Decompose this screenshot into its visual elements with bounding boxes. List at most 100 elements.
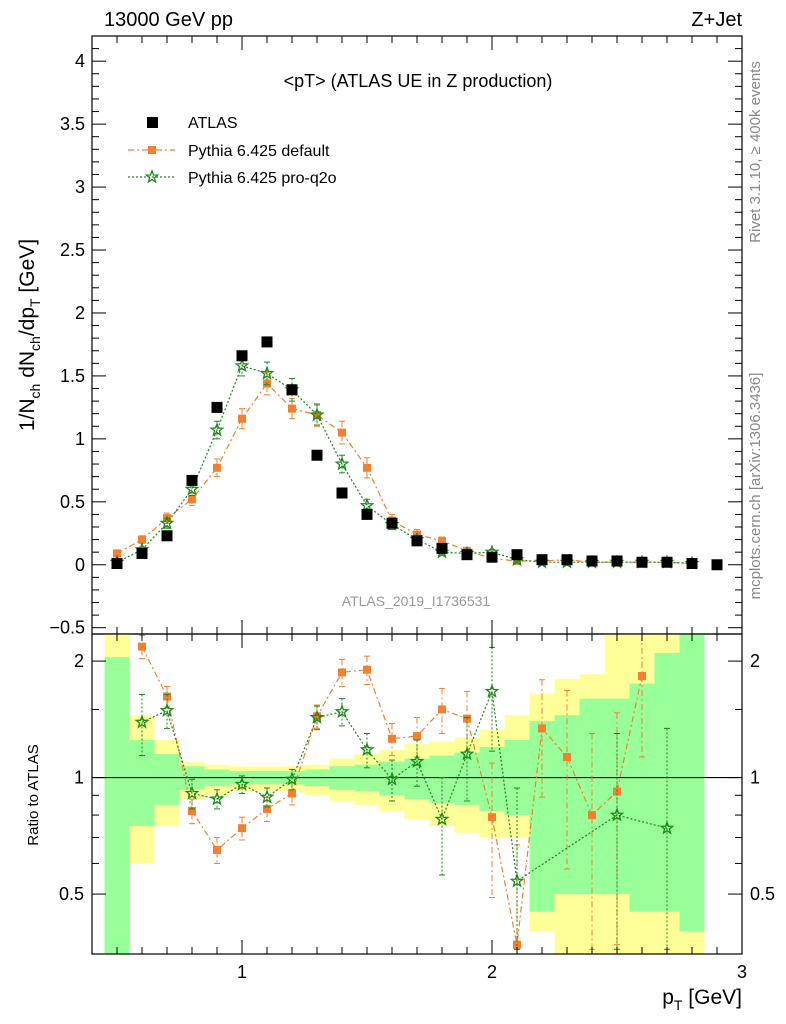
pythia-default-point [213, 463, 221, 472]
process-label: Z+Jet [691, 9, 742, 31]
ratio-pythia-default-point [188, 806, 196, 815]
atlas-point [311, 449, 323, 461]
ratio-pythia-proq2o-point [384, 771, 400, 786]
atlas-point [261, 336, 273, 348]
pythia-default-line [116, 382, 693, 565]
atlas-point [711, 559, 723, 571]
main-y-tick-label: 4 [75, 51, 85, 71]
x-tick-label: 3 [737, 962, 747, 982]
ratio-pythia-default-point [213, 845, 221, 854]
ratio-green-band-bin [154, 754, 180, 805]
pythia-default-point [338, 428, 346, 437]
ratio-pythia-proq2o-point [359, 741, 375, 757]
ratio-pythia-default-point [263, 804, 271, 813]
ratio-pythia-default-point [388, 734, 396, 743]
pythia-proq2o-point [309, 407, 325, 422]
ratio-pythia-default-point [288, 789, 296, 798]
ratio-green-band-bin [104, 656, 130, 954]
pythia-default-point [288, 404, 296, 413]
main-y-tick-label: 1.5 [60, 366, 85, 386]
energy-label: 13000 GeV pp [104, 9, 233, 31]
atlas-point [286, 384, 298, 396]
atlas-point [186, 474, 198, 486]
pythia-proq2o-point [234, 357, 250, 373]
pythia-default-point [113, 549, 121, 558]
pythia-default-point [138, 535, 146, 544]
main-y-axis-label: 1/Nch dNch/dpT [GeV] [16, 239, 43, 431]
main-y-tick-label: −0.5 [49, 618, 85, 638]
ratio-pythia-default-point [563, 753, 571, 762]
atlas-point [586, 555, 598, 567]
atlas-point [136, 547, 148, 559]
ratio-pythia-default-line [141, 646, 643, 945]
x-axis-label: pT [GeV] [662, 986, 742, 1013]
main-y-tick-label: 3.5 [60, 114, 85, 134]
legend-label-default: Pythia 6.425 default [188, 143, 330, 160]
ratio-pythia-proq2o-point [609, 807, 625, 822]
ratio-pythia-default-point [138, 642, 146, 651]
ratio-pythia-proq2o-point [284, 771, 300, 786]
legend-star-shape [144, 169, 160, 184]
atlas-point [436, 542, 448, 554]
ratio-pythia-proq2o-point [459, 746, 475, 761]
pythia-proq2o-point [209, 422, 225, 437]
atlas-point [511, 549, 523, 561]
atlas-point [336, 487, 348, 499]
atlas-point [236, 350, 248, 362]
pythia-proq2o-point [159, 515, 175, 530]
atlas-point [386, 517, 398, 529]
ratio-pythia-default-point [338, 668, 346, 677]
atlas-point [211, 401, 223, 413]
main-y-ticks: −0.5 0 0.5 1 1.5 2 2.5 3 3.5 4 [49, 48, 742, 638]
ratio-panel: 0.5 0.5 1 1 2 2 1 2 3 Ratio to ATLAS pT [GeV] [25, 633, 775, 1013]
pythia-proq2o-line [116, 365, 693, 565]
ratio-pythia-default-point [538, 724, 546, 733]
pythia-default-point [363, 463, 371, 472]
ratio-y-tick-label-right: 1 [750, 768, 760, 788]
ratio-pythia-default-point [363, 665, 371, 674]
atlas-point [361, 508, 373, 520]
main-y-tick-label: 3 [75, 177, 85, 197]
atlas-point [661, 556, 673, 568]
ratio-green-band-bin [679, 634, 705, 932]
main-y-tick-label: 2.5 [60, 240, 85, 260]
atlas-point [686, 557, 698, 569]
ratio-pythia-default-point [413, 732, 421, 741]
ratio-pythia-proq2o-point [659, 820, 675, 835]
legend-label-atlas: ATLAS [188, 115, 238, 132]
rivet-label: Rivet 3.1.10, ≥ 400k events [747, 61, 764, 243]
legend-label-proq2o: Pythia 6.425 pro-q2o [188, 170, 337, 187]
ratio-plot-area [134, 633, 675, 950]
atlas-point [611, 555, 623, 567]
ratio-pythia-default-point [313, 712, 321, 721]
atlas-point [411, 535, 423, 547]
ratio-pythia-default-point [638, 672, 646, 681]
ratio-green-band-bin [379, 761, 405, 796]
ratio-y-tick-label: 2 [74, 651, 84, 671]
atlas-point [161, 530, 173, 542]
ratio-green-band-bin [529, 721, 555, 912]
ratio-pythia-proq2o-point [259, 789, 275, 804]
atlas-point [636, 556, 648, 568]
legend: ATLAS Pythia 6.425 default Pythia 6.425 … [128, 115, 337, 187]
ratio-pythia-proq2o-point [484, 683, 500, 698]
pythia-default-point [313, 410, 321, 419]
pythia-proq2o-point [359, 497, 375, 512]
mcplots-label: mcplots.cern.ch [arXiv:1306.3436] [747, 373, 764, 600]
legend-marker-proq2o [144, 169, 160, 184]
atlas-point [536, 554, 548, 566]
ratio-pythia-default-point [438, 705, 446, 714]
ratio-pythia-default-point [613, 787, 621, 796]
main-y-tick-label: 0.5 [60, 492, 85, 512]
atlas-point [486, 551, 498, 563]
ratio-pythia-proq2o-point [184, 785, 200, 800]
atlas-point [461, 549, 473, 561]
ratio-x-ticks: 1 2 3 [116, 634, 747, 982]
pythia-proq2o-point [259, 365, 275, 380]
main-y-tick-label: 0 [75, 555, 85, 575]
pythia-default-point [438, 536, 446, 545]
ratio-pythia-proq2o-point [234, 776, 250, 791]
pythia-default-point [238, 414, 246, 423]
ratio-pythia-proq2o-point [409, 753, 425, 768]
ratio-green-band-bin [129, 740, 155, 826]
